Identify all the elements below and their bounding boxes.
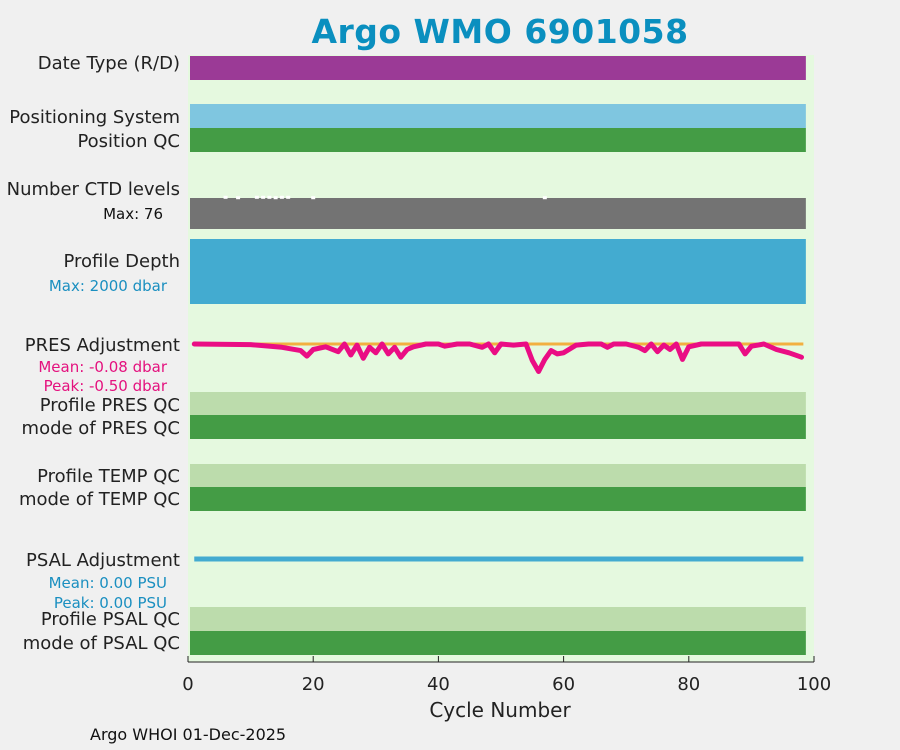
psal-adjustment-mean: Mean: 0.00 PSU bbox=[49, 574, 167, 592]
label-position-qc: Position QC bbox=[77, 131, 180, 152]
ctd-level-mark bbox=[261, 195, 266, 199]
ctd-levels-marks bbox=[223, 195, 547, 200]
profile-depth-max: Max: 2000 dbar bbox=[49, 277, 168, 295]
x-axis-label: Cycle Number bbox=[429, 698, 571, 722]
label-psal-adjustment: PSAL Adjustment bbox=[26, 550, 180, 571]
positioning-system-bar bbox=[190, 104, 806, 128]
profile-temp-qc-bar bbox=[190, 464, 806, 487]
label-mode-psal-qc: mode of PSAL QC bbox=[23, 633, 180, 654]
mode-psal-qc-bar bbox=[190, 631, 806, 655]
pres-adjustment-mean: Mean: -0.08 dbar bbox=[38, 358, 168, 376]
position-qc-bar bbox=[190, 128, 806, 152]
chart-title: Argo WMO 6901058 bbox=[311, 12, 689, 51]
ctd-level-mark bbox=[286, 195, 291, 199]
x-axis-ticks: 0 20 40 60 80 100 bbox=[182, 656, 831, 695]
label-profile-depth: Profile Depth bbox=[63, 251, 180, 272]
ctd-level-mark bbox=[273, 196, 278, 200]
ctd-level-mark bbox=[236, 196, 241, 200]
profile-pres-qc-bar bbox=[190, 392, 806, 415]
pres-adjustment-peak: Peak: -0.50 dbar bbox=[44, 377, 168, 395]
label-mode-temp-qc: mode of TEMP QC bbox=[19, 489, 180, 510]
label-profile-psal-qc: Profile PSAL QC bbox=[41, 609, 180, 630]
mode-temp-qc-bar bbox=[190, 487, 806, 511]
ctd-level-mark bbox=[279, 195, 284, 199]
ctd-level-mark bbox=[542, 196, 547, 200]
x-tick-label: 100 bbox=[797, 674, 831, 695]
x-tick-label: 60 bbox=[552, 674, 575, 695]
x-tick-label: 40 bbox=[427, 674, 450, 695]
footer-credit: Argo WHOI 01-Dec-2025 bbox=[90, 725, 287, 744]
ctd-level-mark bbox=[254, 195, 259, 199]
label-mode-pres-qc: mode of PRES QC bbox=[22, 418, 180, 439]
x-tick-label: 80 bbox=[677, 674, 700, 695]
psal-adjustment-peak: Peak: 0.00 PSU bbox=[54, 594, 167, 612]
profile-depth-bar bbox=[190, 239, 806, 304]
label-profile-pres-qc: Profile PRES QC bbox=[40, 395, 180, 416]
date-type-bar bbox=[190, 56, 806, 80]
pres-adjustment-line bbox=[191, 341, 804, 374]
ctd-levels-bar bbox=[190, 198, 806, 229]
label-profile-temp-qc: Profile TEMP QC bbox=[37, 466, 180, 487]
label-pres-adjustment: PRES Adjustment bbox=[25, 335, 180, 356]
label-positioning-system: Positioning System bbox=[9, 107, 180, 128]
ctd-level-mark bbox=[267, 195, 272, 199]
mode-pres-qc-bar bbox=[190, 415, 806, 439]
label-ctd-levels: Number CTD levels bbox=[7, 179, 180, 200]
x-tick-label: 20 bbox=[302, 674, 325, 695]
profile-psal-qc-bar bbox=[190, 607, 806, 631]
label-date-type: Date Type (R/D) bbox=[38, 53, 180, 74]
x-tick-label: 0 bbox=[182, 674, 193, 695]
ctd-level-mark bbox=[311, 196, 316, 200]
ctd-levels-max: Max: 76 bbox=[103, 205, 163, 223]
ctd-level-mark bbox=[223, 195, 228, 199]
